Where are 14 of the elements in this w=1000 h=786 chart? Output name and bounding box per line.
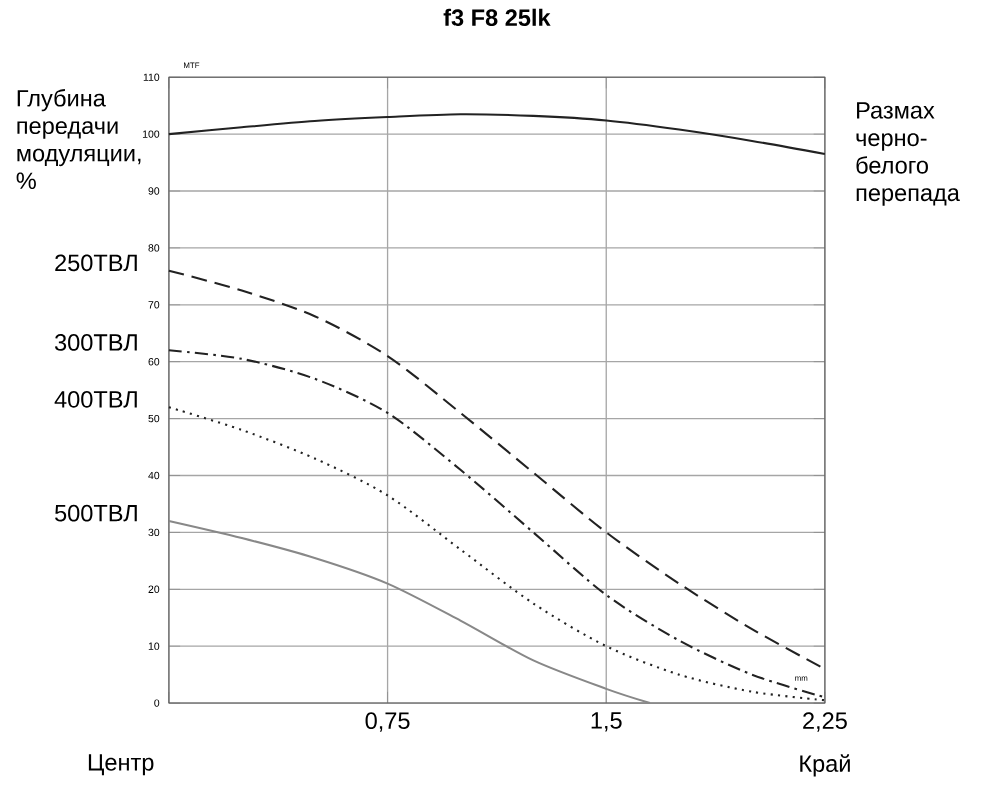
series-label: 250ТВЛ bbox=[55, 254, 137, 272]
x-tick-label: 0,75 bbox=[365, 712, 410, 733]
chart-title: f3 F8 25lk bbox=[443, 9, 551, 27]
series-label: 500ТВЛ bbox=[55, 505, 137, 522]
x-tick-label: 1,5 bbox=[591, 712, 622, 732]
series-label: 300ТВЛ bbox=[54, 334, 137, 352]
text: Центр bbox=[88, 754, 154, 776]
series-label: Размах черно-белого перепада bbox=[856, 102, 960, 207]
line-series bbox=[167, 269, 826, 671]
x-tick-label: 2,25 bbox=[803, 712, 847, 733]
line-series bbox=[167, 113, 826, 156]
y-axis-title: Глубина передачи модуляции, % bbox=[16, 89, 141, 190]
series-label: 400ТВЛ bbox=[54, 391, 137, 409]
text: Край bbox=[800, 754, 850, 777]
